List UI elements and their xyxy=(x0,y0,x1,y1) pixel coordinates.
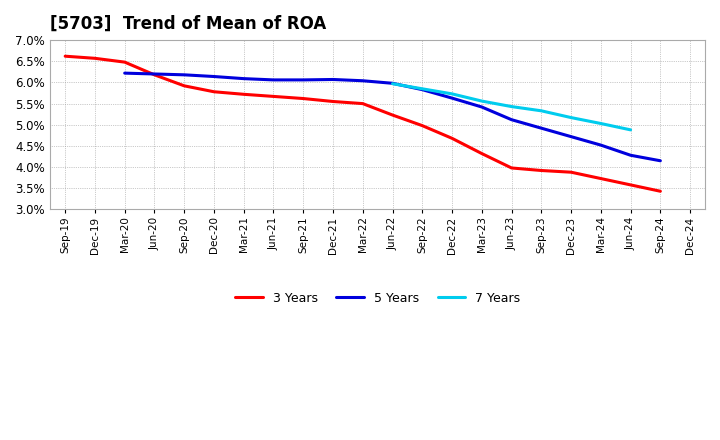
3 Years xyxy=(91,56,99,61)
3 Years xyxy=(61,54,70,59)
7 Years xyxy=(626,127,635,132)
3 Years xyxy=(477,151,486,156)
3 Years xyxy=(120,59,129,65)
5 Years xyxy=(656,158,665,163)
3 Years xyxy=(567,169,575,175)
3 Years xyxy=(329,99,338,104)
3 Years xyxy=(388,112,397,117)
5 Years xyxy=(299,77,307,83)
7 Years xyxy=(567,115,575,120)
Legend: 3 Years, 5 Years, 7 Years: 3 Years, 5 Years, 7 Years xyxy=(230,287,526,310)
5 Years xyxy=(508,117,516,122)
3 Years xyxy=(299,96,307,101)
3 Years xyxy=(418,123,427,128)
3 Years xyxy=(597,176,606,181)
3 Years xyxy=(240,92,248,97)
7 Years xyxy=(448,91,456,96)
7 Years xyxy=(597,121,606,126)
5 Years xyxy=(477,104,486,110)
5 Years xyxy=(240,76,248,81)
3 Years xyxy=(448,136,456,141)
3 Years xyxy=(150,72,159,77)
7 Years xyxy=(418,86,427,92)
5 Years xyxy=(210,74,218,79)
Line: 5 Years: 5 Years xyxy=(125,73,660,161)
5 Years xyxy=(329,77,338,82)
3 Years xyxy=(180,83,189,88)
5 Years xyxy=(120,70,129,76)
7 Years xyxy=(388,81,397,86)
5 Years xyxy=(537,125,546,131)
5 Years xyxy=(150,71,159,77)
5 Years xyxy=(359,78,367,84)
3 Years xyxy=(269,94,278,99)
3 Years xyxy=(626,182,635,187)
5 Years xyxy=(180,72,189,77)
5 Years xyxy=(269,77,278,83)
3 Years xyxy=(537,168,546,173)
5 Years xyxy=(597,143,606,148)
5 Years xyxy=(418,87,427,92)
Line: 3 Years: 3 Years xyxy=(66,56,660,191)
5 Years xyxy=(448,95,456,101)
7 Years xyxy=(508,104,516,109)
3 Years xyxy=(508,165,516,171)
7 Years xyxy=(537,108,546,114)
5 Years xyxy=(567,134,575,139)
7 Years xyxy=(477,99,486,104)
3 Years xyxy=(359,101,367,106)
3 Years xyxy=(210,89,218,95)
Line: 7 Years: 7 Years xyxy=(392,84,631,130)
Text: [5703]  Trend of Mean of ROA: [5703] Trend of Mean of ROA xyxy=(50,15,327,33)
5 Years xyxy=(388,81,397,86)
5 Years xyxy=(626,153,635,158)
3 Years xyxy=(656,189,665,194)
